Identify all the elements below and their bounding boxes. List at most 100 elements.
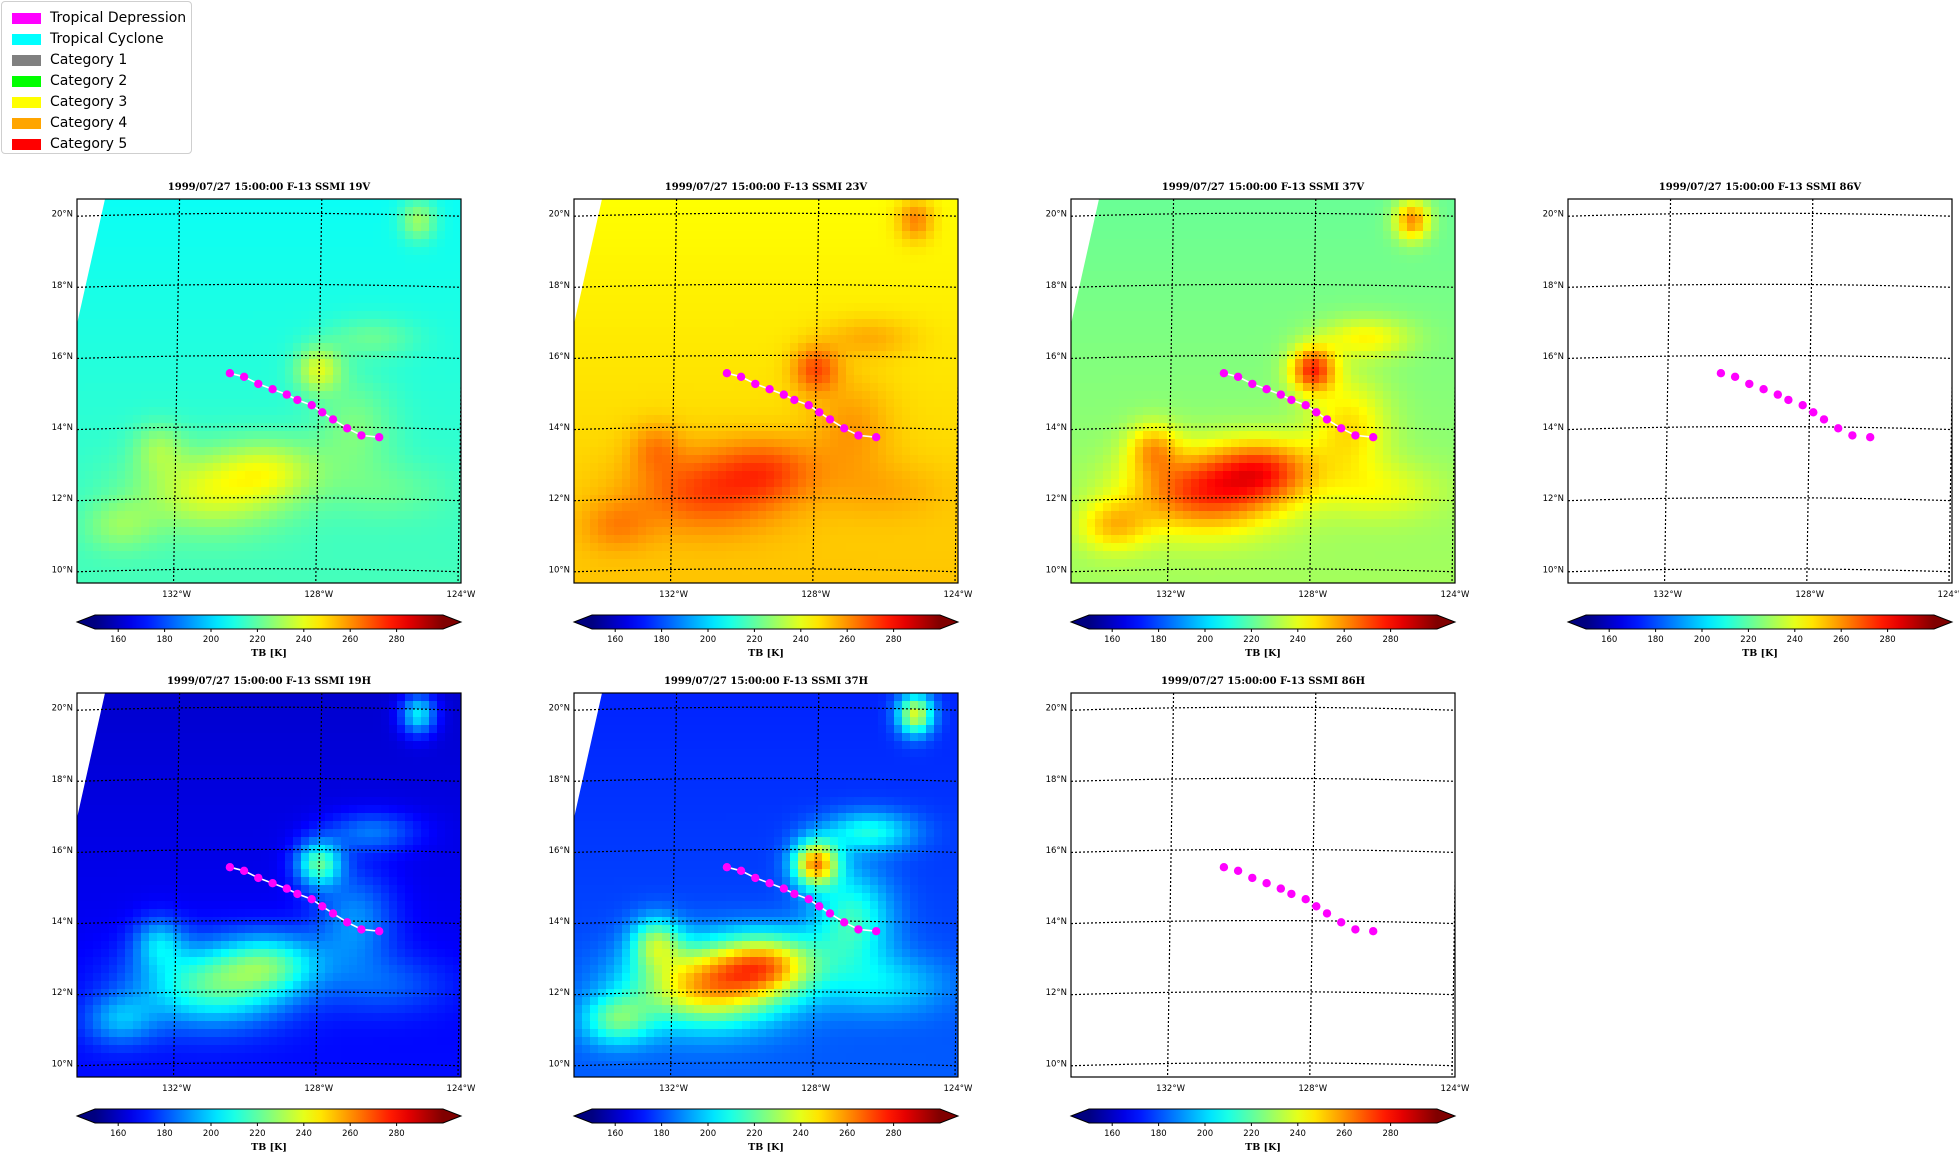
- y-tick-label: 14°N: [549, 917, 570, 927]
- colorbar-extend-high: [443, 615, 461, 629]
- track-point: [1866, 433, 1875, 442]
- y-tick-label: 16°N: [1046, 846, 1067, 856]
- track-point: [343, 918, 352, 927]
- storm-track: [1219, 369, 1378, 442]
- colorbar-label: TB [K]: [1245, 1142, 1281, 1153]
- y-tick-label: 14°N: [52, 423, 73, 433]
- track-point: [1337, 918, 1346, 927]
- colorbar-tick-label: 200: [700, 635, 716, 645]
- track-point: [1262, 879, 1271, 888]
- colorbar-label: TB [K]: [251, 648, 287, 659]
- legend-label: Category 1: [50, 52, 128, 68]
- colorbar-scale: [1586, 615, 1934, 629]
- track-point: [1784, 395, 1793, 405]
- parallel: [77, 777, 461, 782]
- track-point: [1248, 379, 1257, 389]
- track-point: [1716, 369, 1726, 378]
- tb-field: [1071, 199, 1455, 583]
- y-tick-label: 12°N: [1046, 494, 1067, 504]
- colorbar-extend-high: [940, 1109, 958, 1123]
- meridian: [172, 199, 181, 583]
- track-point: [293, 889, 302, 899]
- meridian: [1806, 199, 1814, 583]
- swath-gap: [574, 693, 602, 818]
- colorbar-scale: [95, 1109, 443, 1123]
- parallel: [1568, 354, 1952, 360]
- parallel: [1071, 777, 1455, 782]
- colorbar-tick-label: 200: [1197, 635, 1213, 645]
- colorbar-extend-low: [1071, 615, 1089, 629]
- track-point: [1819, 415, 1829, 424]
- track-point: [1798, 401, 1807, 410]
- legend-label: Category 4: [50, 115, 128, 131]
- colorbar-outline: [572, 614, 960, 630]
- graticule: [77, 199, 461, 583]
- track-point: [343, 424, 352, 433]
- track-point: [815, 408, 824, 417]
- map-frame: [573, 198, 959, 584]
- graticule: [574, 693, 958, 1077]
- graticule: [1071, 693, 1455, 1077]
- meridian: [172, 693, 181, 1077]
- colorbar-label: TB [K]: [1245, 648, 1281, 659]
- panel-title: 1999/07/27 15:00:00 F-13 SSMI 86H: [1161, 676, 1365, 687]
- track-point: [751, 873, 760, 883]
- track-point: [1219, 863, 1229, 872]
- legend-label: Tropical Cyclone: [50, 31, 164, 47]
- y-tick-label: 12°N: [1046, 988, 1067, 998]
- colorbar-label: TB [K]: [748, 1142, 784, 1153]
- parallel: [1071, 1062, 1455, 1067]
- meridian: [669, 199, 678, 583]
- storm-track: [1219, 863, 1378, 936]
- x-tick-label: 128°W: [1795, 590, 1824, 600]
- x-tick-label: 132°W: [659, 590, 688, 600]
- colorbar-tick-label: 160: [607, 1129, 623, 1139]
- colorbar-tick-label: 160: [110, 635, 126, 645]
- meridian: [812, 199, 820, 583]
- legend-item: Tropical Depression: [12, 8, 186, 28]
- parallel: [77, 425, 461, 431]
- track-point: [840, 424, 849, 433]
- parallel: [574, 991, 958, 996]
- parallel: [574, 848, 958, 854]
- map-frame: [76, 198, 462, 584]
- y-tick-label: 12°N: [52, 988, 73, 998]
- tb-field: [77, 199, 461, 583]
- parallel: [574, 568, 958, 573]
- colorbar-tick-label: 240: [793, 1129, 809, 1139]
- parallel: [77, 991, 461, 996]
- colorbar-tick-label: 200: [1694, 635, 1710, 645]
- track-point: [1351, 925, 1360, 934]
- x-tick-label: 128°W: [801, 1084, 830, 1094]
- parallel: [1071, 354, 1455, 360]
- x-tick-label: 128°W: [801, 590, 830, 600]
- y-tick-label: 10°N: [1046, 565, 1067, 575]
- track-point: [1312, 408, 1321, 417]
- x-tick-label: 132°W: [1653, 590, 1682, 600]
- track-point: [1369, 927, 1378, 936]
- track-point: [1301, 895, 1310, 904]
- colorbar-tick-label: 280: [885, 1129, 901, 1139]
- y-tick-label: 18°N: [52, 775, 73, 785]
- legend-label: Category 5: [50, 136, 128, 152]
- track-point: [239, 866, 249, 875]
- track-point: [1773, 390, 1783, 399]
- parallel: [1071, 991, 1455, 996]
- track-point: [1248, 873, 1257, 883]
- parallel: [77, 283, 461, 288]
- track-point: [1745, 379, 1754, 389]
- colorbar-tick-label: 200: [203, 635, 219, 645]
- x-tick-label: 132°W: [162, 590, 191, 600]
- storm-track: [722, 863, 881, 936]
- track-point: [307, 895, 316, 904]
- track-point: [328, 415, 338, 424]
- colorbar-extend-high: [1437, 615, 1455, 629]
- storm-track: [225, 863, 384, 936]
- track-point: [1262, 385, 1271, 394]
- x-tick-label: 124°W: [447, 1084, 476, 1094]
- colorbar-tick-label: 160: [1104, 1129, 1120, 1139]
- track-point: [765, 385, 774, 394]
- colorbar-label: TB [K]: [251, 1142, 287, 1153]
- track-point: [1312, 902, 1321, 911]
- colorbar: 160 180 200 220 240 260 280 TB [K]: [75, 1108, 463, 1153]
